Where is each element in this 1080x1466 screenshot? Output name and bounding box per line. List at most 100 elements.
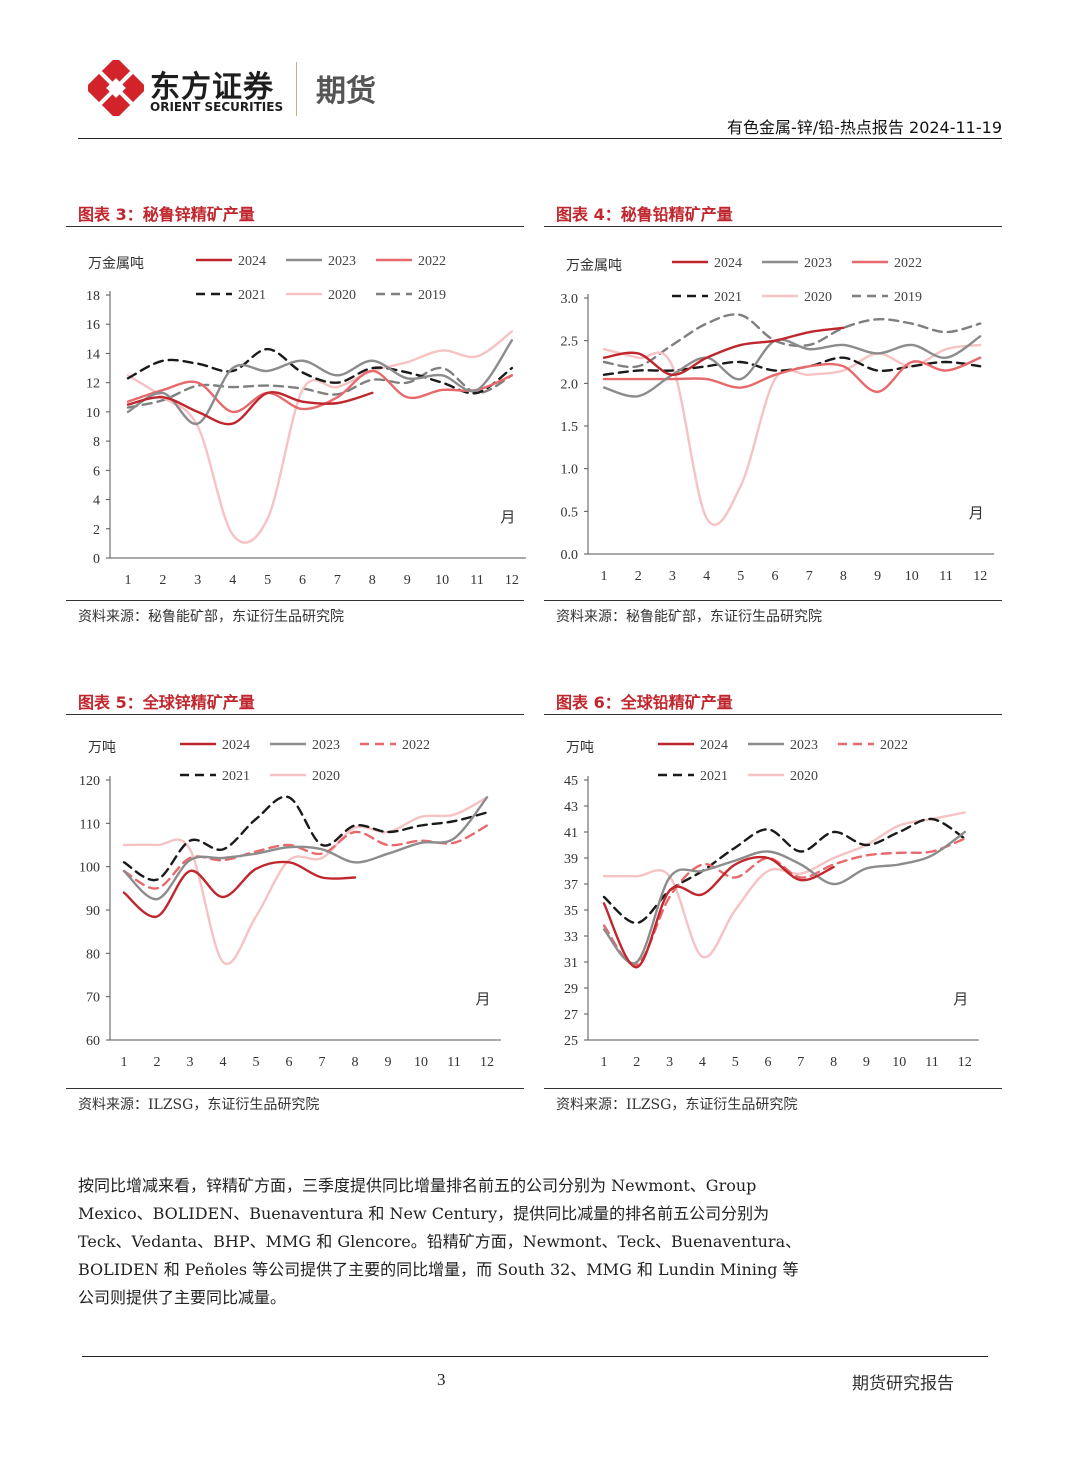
- x-tick-label: 6: [772, 569, 779, 584]
- y-tick-label: 8: [93, 435, 100, 450]
- series-line-2022: [602, 356, 982, 394]
- x-tick-label: 5: [253, 1055, 260, 1070]
- series-line-2023: [126, 339, 514, 425]
- y-tick-label: 45: [564, 774, 578, 789]
- legend-label-2024: 2024: [222, 738, 250, 753]
- y-tick-label: 12: [86, 377, 100, 392]
- x-tick-label: 2: [633, 1055, 640, 1070]
- x-tick-label: 1: [601, 1055, 608, 1070]
- y-tick-label: 31: [564, 956, 578, 971]
- x-tick-label: 4: [703, 569, 710, 584]
- y-tick-label: 0.5: [561, 505, 579, 520]
- legend-label-2021: 2021: [238, 288, 266, 303]
- series-line-2022: [126, 369, 514, 414]
- series-line-2023: [602, 335, 982, 398]
- y-tick-label: 43: [564, 800, 578, 815]
- x-tick-label: 10: [905, 569, 919, 584]
- x-tick-label: 1: [121, 1055, 128, 1070]
- x-tick-label: 8: [840, 569, 847, 584]
- y-tick-label: 2: [93, 523, 100, 538]
- x-tick-label: 6: [286, 1055, 293, 1070]
- figure-4-source: 资料来源：秘鲁能矿部，东证衍生品研究院: [556, 609, 822, 625]
- x-tick-label: 7: [806, 569, 813, 584]
- series-line-2020: [602, 343, 982, 526]
- series-line-2020: [122, 796, 489, 966]
- legend-label-2020: 2020: [328, 288, 356, 303]
- y-tick-label: 2.5: [561, 335, 579, 350]
- y-tick-label: 4: [93, 494, 100, 509]
- x-tick-label: 5: [737, 569, 744, 584]
- legend-label-2022: 2022: [418, 254, 446, 269]
- x-tick-label: 6: [299, 573, 306, 588]
- unit-label: 万金属吨: [566, 258, 622, 274]
- x-tick-label: 7: [319, 1055, 326, 1070]
- figure-6-title: 图表 6：全球铅精矿产量: [556, 693, 733, 712]
- series-line-2021: [602, 817, 966, 925]
- y-tick-label: 3.0: [561, 292, 579, 307]
- y-tick-label: 35: [564, 904, 578, 919]
- x-tick-label: 7: [797, 1055, 804, 1070]
- x-tick-label: 12: [505, 573, 519, 588]
- analysis-paragraph: 按同比增减来看，锌精矿方面，三季度提供同比增量排名前五的公司分别为 Newmon…: [78, 1176, 802, 1307]
- x-tick-label: 4: [229, 573, 236, 588]
- legend-label-2020: 2020: [790, 769, 818, 784]
- company-name-en: ORIENT SECURITIES: [150, 100, 284, 114]
- x-tick-label: 4: [699, 1055, 706, 1070]
- figure-4-top-rule: [544, 226, 1002, 227]
- x-tick-label: 1: [601, 569, 608, 584]
- y-tick-label: 100: [79, 861, 100, 876]
- x-tick-label: 1: [125, 573, 132, 588]
- footer-rule: [82, 1356, 988, 1357]
- unit-label: 万金属吨: [88, 256, 144, 272]
- x-tick-label: 8: [830, 1055, 837, 1070]
- unit-label: 万吨: [88, 740, 116, 756]
- legend-label-2023: 2023: [328, 254, 356, 269]
- figure-6-bottom-rule: [544, 1088, 1002, 1089]
- x-axis-label: 月: [969, 506, 984, 522]
- y-tick-label: 1.0: [561, 463, 579, 478]
- y-tick-label: 25: [564, 1034, 578, 1049]
- x-tick-label: 3: [666, 1055, 673, 1070]
- x-tick-label: 7: [334, 573, 341, 588]
- y-tick-label: 41: [564, 826, 578, 841]
- x-tick-label: 2: [635, 569, 642, 584]
- x-tick-label: 10: [414, 1055, 428, 1070]
- y-tick-label: 120: [79, 774, 100, 789]
- y-tick-label: 80: [86, 947, 100, 962]
- header-rule: [78, 138, 1002, 139]
- series-line-2022: [602, 837, 966, 966]
- x-tick-label: 12: [958, 1055, 972, 1070]
- figure-3-bottom-rule: [66, 600, 524, 601]
- legend-label-2024: 2024: [714, 256, 742, 271]
- figure-4-bottom-rule: [544, 600, 1002, 601]
- footer-label: 期货研究报告: [852, 1374, 954, 1394]
- legend-label-2023: 2023: [312, 738, 340, 753]
- y-tick-label: 33: [564, 930, 578, 945]
- x-tick-label: 9: [863, 1055, 870, 1070]
- figure-3-title: 图表 3：秘鲁锌精矿产量: [78, 205, 255, 224]
- y-tick-label: 10: [86, 406, 100, 421]
- x-tick-label: 3: [187, 1055, 194, 1070]
- x-tick-label: 9: [385, 1055, 392, 1070]
- figure-3-source: 资料来源：秘鲁能矿部，东证衍生品研究院: [78, 609, 344, 625]
- x-axis-label: 月: [475, 992, 490, 1008]
- legend-label-2024: 2024: [238, 254, 266, 269]
- x-tick-label: 11: [939, 569, 952, 584]
- y-tick-label: 16: [86, 318, 100, 333]
- legend-label-2022: 2022: [880, 738, 908, 753]
- x-tick-label: 12: [480, 1055, 494, 1070]
- y-tick-label: 70: [86, 991, 100, 1006]
- x-tick-label: 6: [765, 1055, 772, 1070]
- legend-label-2022: 2022: [894, 256, 922, 271]
- y-tick-label: 90: [86, 904, 100, 919]
- x-tick-label: 9: [874, 569, 881, 584]
- division-label: 期货: [316, 74, 376, 109]
- legend-label-2022: 2022: [402, 738, 430, 753]
- x-tick-label: 12: [973, 569, 987, 584]
- series-line-2020: [126, 330, 514, 544]
- report-title: 有色金属-锌/铅-热点报告 2024-11-19: [726, 118, 1002, 137]
- series-line-2022: [122, 824, 489, 890]
